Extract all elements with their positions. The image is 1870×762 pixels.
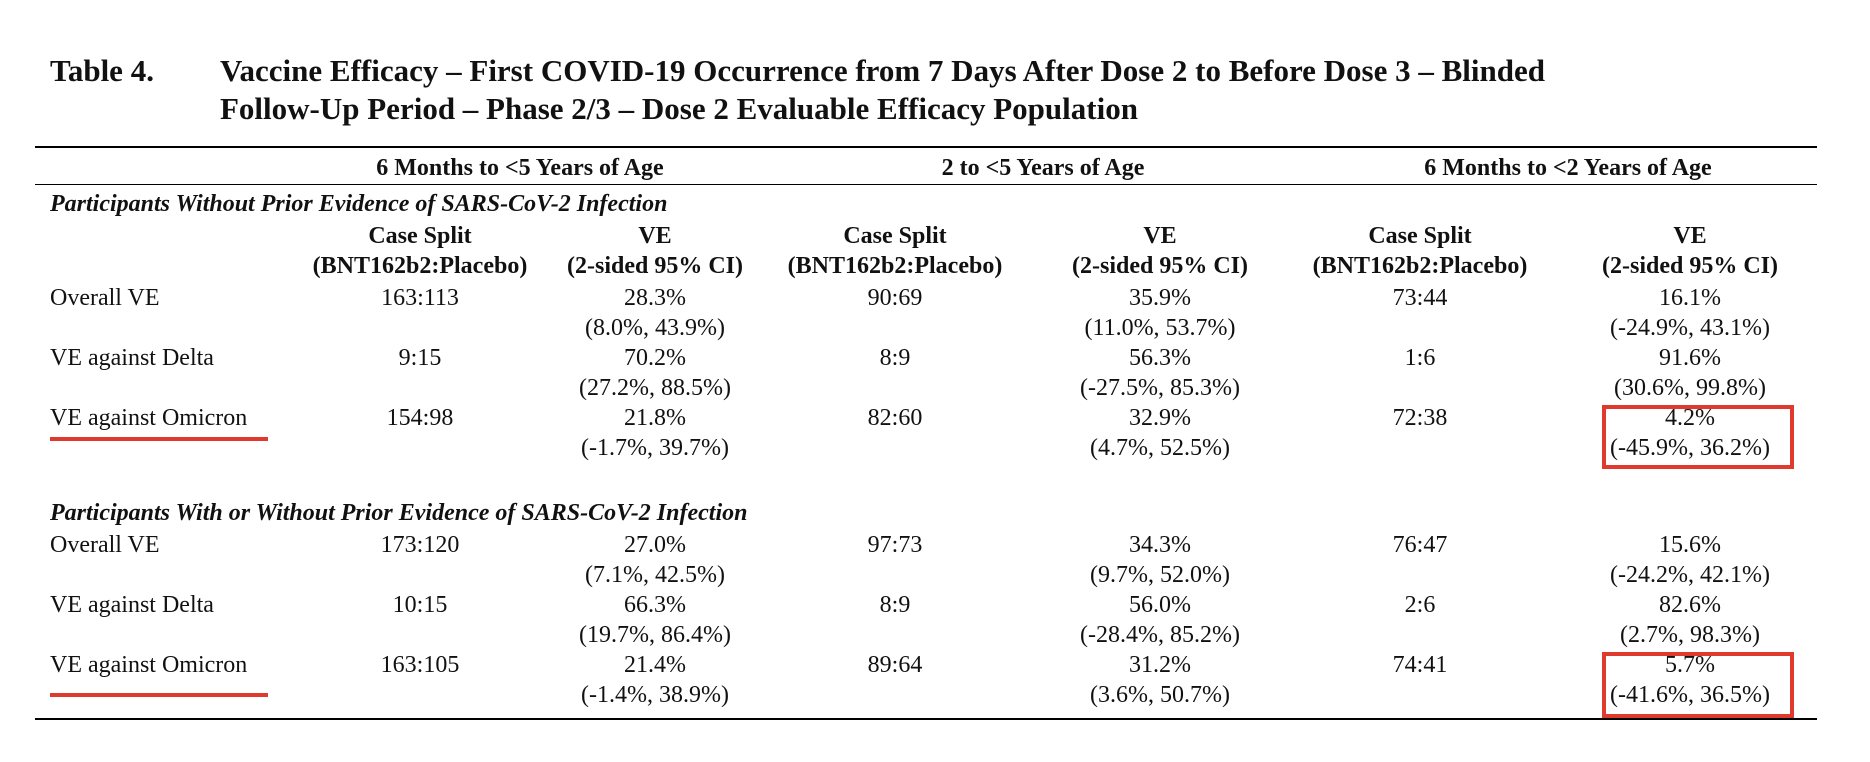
table-number: Table 4. [50,53,154,88]
case-split-value: 163:105 [380,652,460,678]
case-split-value: 10:15 [392,592,448,618]
ve-header: VE [1673,223,1707,249]
overall-ve-label: Overall VE [50,285,160,311]
top-rule [35,146,1817,148]
ve-ci-subheader: (2-sided 95% CI) [566,253,744,279]
ve-ci-value: (-45.9%, 36.2%) [1610,435,1770,461]
ve-value: 32.9% [1129,405,1191,431]
ve-value: 31.2% [1129,652,1191,678]
case-split-subheader: (BNT162b2:Placebo) [787,253,1003,279]
table-title-line-1: Vaccine Efficacy – First COVID-19 Occurr… [220,53,1546,88]
ve-value: 70.2% [624,345,686,371]
ve-against-delta-label: VE against Delta [50,345,214,371]
age-group-2-5y-header: 2 to <5 Years of Age [941,155,1145,181]
ve-value: 56.3% [1129,345,1191,371]
omicron-highlight-box-2 [1602,652,1794,718]
ve-ci-value: (-1.7%, 39.7%) [581,435,729,461]
ve-ci-value: (3.6%, 50.7%) [1090,682,1230,708]
case-split-header: Case Split [843,223,947,249]
case-split-header: Case Split [1368,223,1472,249]
ve-value: 16.1% [1659,285,1721,311]
case-split-value: 97:73 [867,532,923,558]
case-split-value: 72:38 [1392,405,1448,431]
ve-value: 15.6% [1659,532,1721,558]
ve-ci-value: (8.0%, 43.9%) [585,315,725,341]
case-split-subheader: (BNT162b2:Placebo) [312,253,528,279]
ve-ci-value: (-28.4%, 85.2%) [1080,622,1240,648]
ve-against-delta-label: VE against Delta [50,592,214,618]
case-split-header: Case Split [368,223,472,249]
case-split-value: 154:98 [386,405,454,431]
case-split-value: 2:6 [1404,592,1436,618]
ve-ci-value: (-27.5%, 85.3%) [1080,375,1240,401]
case-split-value: 173:120 [380,532,460,558]
ve-ci-value: (27.2%, 88.5%) [579,375,731,401]
ve-ci-value: (9.7%, 52.0%) [1090,562,1230,588]
case-split-value: 74:41 [1392,652,1448,678]
ve-against-omicron-label: VE against Omicron [50,405,248,431]
ve-ci-value: (4.7%, 52.5%) [1090,435,1230,461]
ve-ci-value: (30.6%, 99.8%) [1614,375,1766,401]
case-split-value: 1:6 [1404,345,1436,371]
ve-header: VE [1143,223,1177,249]
ve-value: 27.0% [624,532,686,558]
case-split-subheader: (BNT162b2:Placebo) [1312,253,1528,279]
ve-value: 91.6% [1659,345,1721,371]
ve-ci-value: (-41.6%, 36.5%) [1610,682,1770,708]
ve-value: 34.3% [1129,532,1191,558]
overall-ve-label: Overall VE [50,532,160,558]
case-split-value: 82:60 [867,405,923,431]
ve-ci-value: (-24.2%, 42.1%) [1610,562,1770,588]
ve-value: 28.3% [624,285,686,311]
table-title-line-2: Follow-Up Period – Phase 2/3 – Dose 2 Ev… [220,91,1138,126]
age-group-6m-5y-header: 6 Months to <5 Years of Age [376,155,664,181]
omicron-underline-1 [50,437,268,441]
ve-value: 66.3% [624,592,686,618]
case-split-value: 76:47 [1392,532,1448,558]
ve-ci-value: (2.7%, 98.3%) [1620,622,1760,648]
ve-value: 4.2% [1665,405,1715,431]
ve-against-omicron-label: VE against Omicron [50,652,248,678]
ve-value: 21.4% [624,652,686,678]
ve-ci-value: (11.0%, 53.7%) [1084,315,1236,341]
ve-value: 5.7% [1665,652,1715,678]
table-title-text: Vaccine Efficacy – First COVID-19 Occurr… [220,52,1860,128]
ve-ci-value: (-24.9%, 43.1%) [1610,315,1770,341]
omicron-highlight-box-1 [1602,405,1794,469]
ve-ci-value: (7.1%, 42.5%) [585,562,725,588]
ve-value: 21.8% [624,405,686,431]
section-with-or-without-prior-infection-title: Participants With or Without Prior Evide… [50,500,748,526]
ve-header: VE [638,223,672,249]
case-split-value: 73:44 [1392,285,1448,311]
ve-ci-subheader: (2-sided 95% CI) [1071,253,1249,279]
omicron-underline-2 [50,693,268,697]
case-split-value: 8:9 [879,592,911,618]
ve-value: 56.0% [1129,592,1191,618]
case-split-value: 8:9 [879,345,911,371]
header-rule [35,184,1817,185]
bottom-rule [35,718,1817,720]
case-split-value: 163:113 [381,285,459,311]
case-split-value: 89:64 [867,652,923,678]
section-without-prior-infection-title: Participants Without Prior Evidence of S… [50,191,668,217]
ve-value: 82.6% [1659,592,1721,618]
ve-ci-value: (19.7%, 86.4%) [579,622,731,648]
ve-ci-subheader: (2-sided 95% CI) [1601,253,1779,279]
age-group-6m-2y-header: 6 Months to <2 Years of Age [1424,155,1712,181]
ve-value: 35.9% [1129,285,1191,311]
case-split-value: 90:69 [867,285,923,311]
ve-ci-value: (-1.4%, 38.9%) [581,682,729,708]
case-split-value: 9:15 [398,345,442,371]
